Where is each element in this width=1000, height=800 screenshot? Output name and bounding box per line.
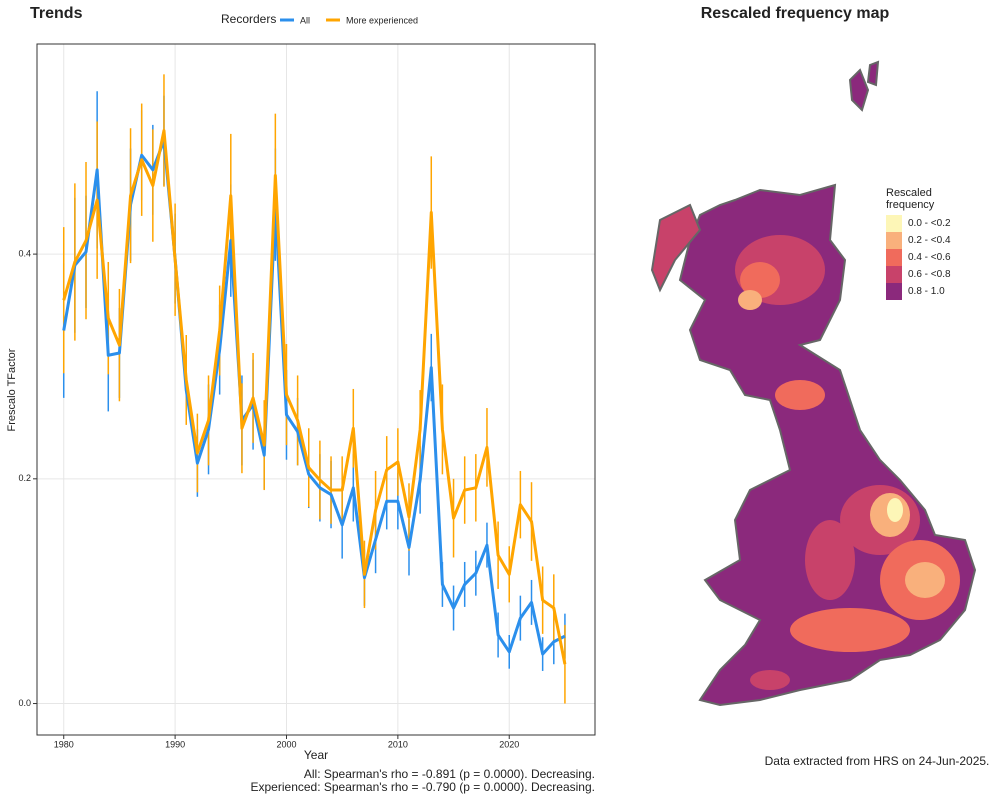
x-tick-label: 1980 <box>54 739 74 749</box>
map-legend-label: 0.8 - 1.0 <box>908 286 945 297</box>
map-title: Rescaled frequency map <box>701 5 890 22</box>
map-legend-label: 0.0 - <0.2 <box>908 218 951 229</box>
map-legend: Rescaled frequency 0.0 - <0.2 0.2 - <0.4 0… <box>886 187 951 300</box>
map-legend-swatch <box>886 232 902 249</box>
map-note: Data extracted from HRS on 24-Jun-2025. <box>765 754 990 768</box>
y-axis-label: Frescalo TFactor <box>6 348 18 431</box>
map-legend-swatch <box>886 266 902 283</box>
annotation: Experienced: Spearman's rho = -0.790 (p … <box>251 780 596 794</box>
map-fill <box>735 235 960 690</box>
series-line <box>62 139 566 656</box>
x-tick-label: 2020 <box>499 739 519 749</box>
map-legend-item: 0.6 - <0.8 <box>886 266 951 283</box>
map-legend-item: 0.4 - <0.6 <box>886 249 951 266</box>
y-tick-label: 0.0 <box>18 698 31 708</box>
x-tick-label: 1990 <box>165 739 185 749</box>
legend-label: All <box>300 15 310 25</box>
map-legend-swatch <box>886 249 902 266</box>
x-tick-label: 2010 <box>388 739 408 749</box>
map-legend-label: 0.4 - <0.6 <box>908 252 951 263</box>
map-legend-swatch <box>886 215 902 232</box>
chart-title: Trends <box>30 5 83 22</box>
annotation: All: Spearman's rho = -0.891 (p = 0.0000… <box>304 767 595 781</box>
series-line <box>62 129 567 665</box>
map-legend-item: 0.0 - <0.2 <box>886 215 951 232</box>
x-tick-label: 2000 <box>276 739 296 749</box>
y-tick-label: 0.4 <box>18 248 31 258</box>
map-legend-label: 0.2 - <0.4 <box>908 235 951 246</box>
map-legend-swatch <box>886 283 902 300</box>
x-axis-label: Year <box>304 748 328 762</box>
y-tick-label: 0.2 <box>18 473 31 483</box>
plot-frame <box>36 43 596 736</box>
grid <box>37 44 595 735</box>
map-legend-label: 0.6 - <0.8 <box>908 269 951 280</box>
map-legend-title: Rescaled frequency <box>886 187 935 211</box>
map-legend-item: 0.8 - 1.0 <box>886 283 951 300</box>
legend-title: Recorders <box>221 12 276 26</box>
legend-label: More experienced <box>346 15 418 25</box>
map-legend-item: 0.2 - <0.4 <box>886 232 951 249</box>
